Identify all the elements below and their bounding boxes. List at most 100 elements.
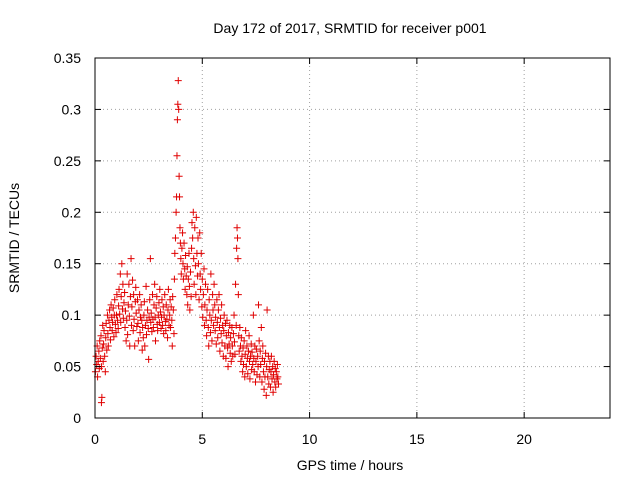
data-point	[167, 323, 175, 331]
data-point	[141, 342, 149, 350]
data-point	[112, 311, 120, 319]
data-point	[113, 291, 121, 299]
data-point	[190, 280, 198, 288]
y-tick-label: 0.35	[54, 50, 81, 66]
data-point	[136, 291, 144, 299]
data-point	[231, 350, 239, 358]
data-point	[116, 270, 124, 278]
x-tick-label: 15	[409, 431, 425, 447]
data-point	[175, 105, 183, 113]
data-point	[247, 340, 255, 348]
data-point	[171, 249, 179, 257]
data-point	[196, 270, 204, 278]
data-point	[242, 363, 250, 371]
data-point	[108, 327, 116, 335]
data-point	[149, 291, 157, 299]
data-point	[104, 342, 112, 350]
y-tick-label: 0	[73, 410, 81, 426]
data-point	[127, 321, 135, 329]
data-point	[202, 280, 210, 288]
data-point	[242, 327, 250, 335]
data-point	[233, 224, 241, 232]
data-point	[117, 318, 125, 326]
data-point	[216, 347, 224, 355]
x-tick-labels: 0 5 10 15 20	[91, 431, 532, 447]
data-point	[166, 311, 174, 319]
data-point	[129, 327, 137, 335]
data-point	[138, 346, 146, 354]
data-point	[174, 100, 182, 108]
data-point	[140, 311, 148, 319]
data-point	[124, 301, 132, 309]
data-point	[222, 354, 230, 362]
data-point	[209, 291, 217, 299]
data-point	[254, 352, 262, 360]
data-point	[200, 265, 208, 273]
data-point	[249, 361, 257, 369]
data-point	[164, 334, 172, 342]
y-tick-label: 0.2	[62, 204, 82, 220]
data-point	[173, 152, 181, 160]
data-point	[104, 330, 112, 338]
data-point	[175, 172, 183, 180]
data-point	[128, 303, 136, 311]
data-point	[109, 304, 117, 312]
data-point	[101, 368, 109, 376]
data-point	[116, 310, 124, 318]
data-point	[188, 244, 196, 252]
data-point	[243, 342, 251, 350]
data-point	[223, 316, 231, 324]
data-point	[200, 321, 208, 329]
data-point	[185, 282, 193, 290]
data-point	[186, 268, 194, 276]
data-point	[213, 318, 221, 326]
data-point	[207, 316, 215, 324]
data-point	[195, 296, 203, 304]
data-point	[161, 291, 169, 299]
data-point	[155, 318, 163, 326]
data-point	[210, 280, 218, 288]
data-point	[112, 329, 120, 337]
data-point	[221, 319, 229, 327]
axis-ticks	[94, 57, 610, 419]
data-point	[259, 368, 267, 376]
data-point	[157, 325, 165, 333]
data-point	[252, 345, 260, 353]
data-point	[197, 285, 205, 293]
data-point	[257, 361, 265, 369]
chart-title: Day 172 of 2017, SRMTID for receiver p00…	[213, 20, 486, 36]
data-point	[251, 342, 259, 350]
data-point	[211, 327, 219, 335]
data-point	[124, 331, 132, 339]
data-point	[239, 368, 247, 376]
data-point	[271, 365, 279, 373]
data-point	[153, 293, 161, 301]
data-point	[198, 275, 206, 283]
data-point	[117, 293, 125, 301]
data-point	[215, 291, 223, 299]
data-point	[206, 329, 214, 337]
data-point	[100, 340, 108, 348]
data-point	[246, 357, 253, 365]
data-point	[174, 77, 182, 85]
data-point	[205, 296, 213, 304]
y-tick-label: 0.25	[54, 153, 81, 169]
data-point	[119, 280, 127, 288]
data-point	[169, 293, 177, 301]
data-point	[236, 323, 244, 331]
data-point	[230, 338, 238, 346]
data-point	[205, 342, 213, 350]
data-point	[177, 270, 185, 278]
data-point	[115, 285, 123, 293]
data-point	[133, 296, 141, 304]
data-point	[203, 306, 211, 314]
data-point	[185, 249, 193, 257]
data-point	[203, 332, 211, 340]
data-point	[163, 315, 171, 323]
plot-frame	[94, 57, 611, 419]
data-point	[228, 342, 236, 350]
data-point	[99, 357, 107, 365]
y-tick-label: 0.3	[62, 101, 82, 117]
data-point	[224, 344, 232, 352]
